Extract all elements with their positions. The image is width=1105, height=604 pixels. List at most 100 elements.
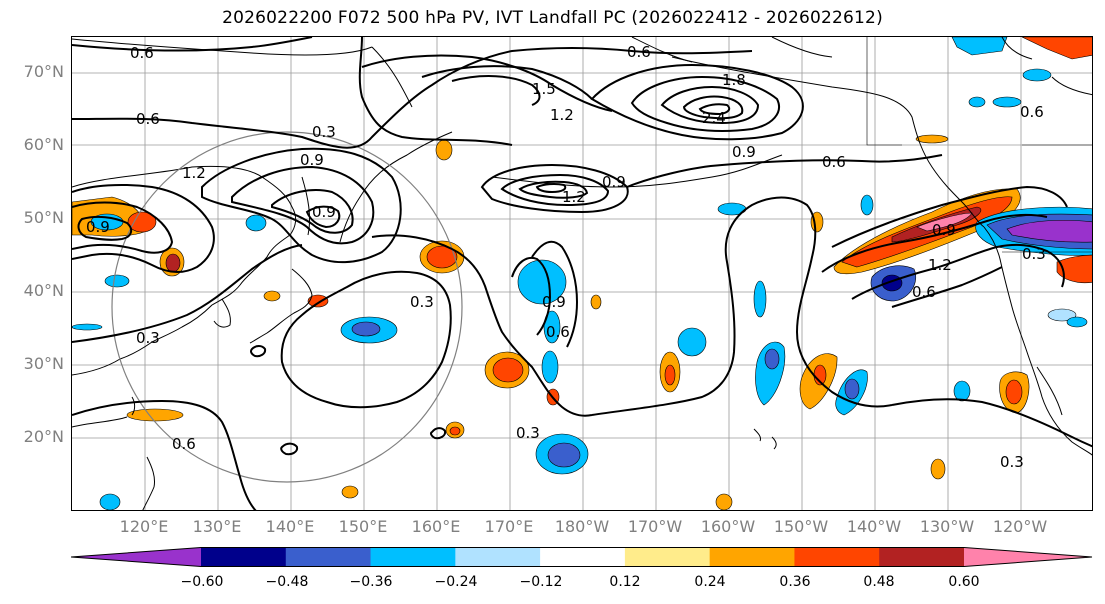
contour-label: 1.2	[562, 188, 586, 206]
shade-neg-arctic-e2	[992, 96, 1022, 108]
colorbar-segment	[624, 547, 711, 567]
coast-philippines	[142, 456, 155, 510]
lon-label-160e: 160°E	[411, 517, 461, 536]
shade-neg-arctic-n	[951, 37, 1008, 56]
contour-label: 0.6	[627, 43, 651, 61]
colorbar-tick: 0.36	[779, 574, 811, 590]
shade-pos-15n-130w	[930, 458, 946, 480]
shade-pos-60n-160e	[435, 139, 453, 161]
contour-label: 0.3	[516, 424, 540, 442]
shade-pos-arctic-ne	[1021, 37, 1092, 60]
contour-gulf-low-outer	[590, 63, 804, 141]
shade-neg-12n-122e	[99, 493, 121, 510]
contour-labels: 0.6 0.6 0.6 0.6 0.3 1.2 0.9 1.5 1.2 1.8 …	[86, 43, 1046, 471]
contour-gulf-low-3	[660, 85, 760, 125]
lon-label-140w: 140°W	[846, 517, 902, 536]
shade-neg-arctic-e3	[968, 96, 986, 108]
contour-bering-low-2	[421, 65, 593, 100]
colorbar-segment	[455, 547, 541, 567]
coast-china-south	[72, 416, 128, 428]
contour-bering-low-3	[451, 75, 541, 106]
graticule	[72, 37, 1092, 510]
colorbar-segment	[201, 547, 287, 567]
contour-label: 1.8	[722, 71, 746, 89]
contour-label: 1.2	[928, 256, 952, 274]
shade-neg-40n-170w-b	[543, 310, 561, 344]
contour-label: 0.6	[136, 110, 160, 128]
lon-label-180w: 180°W	[554, 517, 610, 536]
colorbar-tick: 0.60	[948, 574, 980, 590]
contour-label: 1.2	[182, 164, 206, 182]
shade-pos-40n-140w-small	[753, 280, 767, 318]
contour-aleut-low-2	[500, 173, 610, 207]
contour-label: 0.9	[86, 218, 110, 236]
contour-okhotsk-outer	[201, 147, 402, 264]
coast-korea	[213, 298, 231, 328]
lon-label-150e: 150°E	[338, 517, 388, 536]
contour-label: 0.9	[300, 151, 324, 169]
contour-gulf-low-5	[698, 103, 731, 116]
shade-pos-40n-165w	[590, 294, 602, 310]
shade-neg-30n-150w-core	[764, 348, 780, 370]
contour-siberia-low-2	[72, 201, 174, 254]
shade-neg-34n-150e-core	[351, 321, 381, 337]
colorbar-tick: 0.12	[609, 574, 641, 590]
shade-pos-15n-157e	[341, 485, 359, 499]
lon-label-140e: 140°E	[265, 517, 315, 536]
shade-neg-27n-118e	[72, 323, 103, 331]
range-circle	[111, 131, 463, 483]
contour-label: 0.3	[136, 329, 160, 347]
lon-label-130e: 130°E	[192, 517, 242, 536]
shade-neg-25n-143w-core	[844, 378, 860, 400]
contour-north-06	[72, 37, 313, 52]
contour-label: 0.6	[912, 283, 936, 301]
contour-siberia-low	[72, 183, 215, 273]
colorbar-extend-high	[964, 547, 1092, 567]
colorbar-tick: 0.48	[863, 574, 895, 590]
pv-contours	[72, 37, 1092, 510]
contour-label: 1.5	[532, 80, 556, 98]
contour-label: 0.3	[1022, 245, 1046, 263]
contour-sw-03	[72, 399, 257, 510]
contour-lone-ring1	[280, 442, 299, 456]
contour-okhotsk-2	[231, 165, 375, 245]
coast-sakhalin	[301, 176, 311, 236]
contour-bering-low-1	[361, 54, 613, 112]
contour-gulf-low-2	[630, 75, 780, 132]
lat-label-50n: 50°N	[23, 208, 64, 227]
shade-neg-pnw-core	[1006, 219, 1092, 243]
colorbar-tick: −0.24	[434, 574, 478, 590]
shade-pos-43n-160e-core	[426, 245, 458, 269]
contour-asia-small	[250, 345, 267, 358]
coastlines	[72, 37, 1092, 510]
contour-okhotsk-4	[305, 205, 341, 229]
contour-aleut-low-outer	[480, 163, 629, 214]
contour-label: 0.9	[732, 143, 756, 161]
contour-gulf-12	[851, 243, 1065, 300]
colorbar-tick: −0.48	[265, 574, 309, 590]
lat-label-20n: 20°N	[23, 427, 64, 446]
lat-label-60n: 60°N	[23, 135, 64, 154]
coast-alaska-north	[631, 37, 833, 63]
colorbar-tick: −0.12	[519, 574, 563, 590]
shade-pos-20n-128w-core	[1005, 379, 1023, 405]
contour-gulf-09	[831, 185, 1068, 248]
contour-arctic-03	[358, 37, 513, 146]
contour-label: 0.6	[822, 153, 846, 171]
border-alaska-canada	[866, 37, 902, 146]
lat-label-30n: 30°N	[23, 354, 64, 373]
contour-label: 0.9	[602, 173, 626, 191]
contour-siberia-low-3	[77, 215, 133, 241]
colorbar-tick: 0.24	[694, 574, 726, 590]
colorbar-segment	[285, 547, 372, 567]
lon-label-170e: 170°E	[484, 517, 534, 536]
colorbar-segment	[879, 547, 965, 567]
colorbar	[71, 547, 1093, 567]
shade-pos-50n-122e-core	[127, 211, 157, 233]
colorbar-segment	[709, 547, 795, 567]
coast-taiwan	[131, 396, 136, 416]
contour-label: 0.3	[1000, 453, 1024, 471]
contour-gulf-low-4	[682, 95, 744, 120]
contour-aleut-ridge	[626, 154, 943, 188]
lon-label-120e: 120°E	[119, 517, 169, 536]
